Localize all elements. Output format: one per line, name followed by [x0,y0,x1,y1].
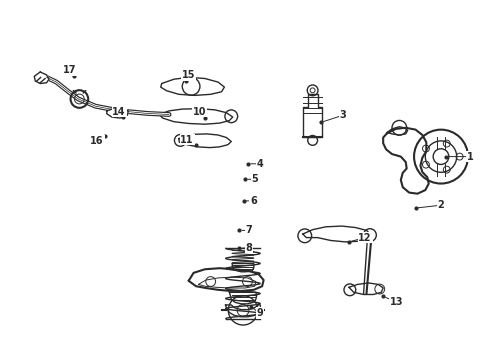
Circle shape [433,149,449,165]
Polygon shape [189,268,264,291]
Text: 1: 1 [467,152,474,162]
Text: 15: 15 [182,70,196,80]
Text: 11: 11 [180,135,194,145]
Text: 13: 13 [390,297,404,307]
Polygon shape [34,72,49,84]
Polygon shape [387,127,408,135]
Text: 6: 6 [250,196,257,206]
Polygon shape [179,134,231,148]
Text: 9: 9 [256,308,263,318]
Text: 7: 7 [245,225,252,235]
Polygon shape [159,109,233,124]
Polygon shape [303,226,371,242]
Polygon shape [303,94,322,137]
Text: 8: 8 [245,243,252,253]
Text: 3: 3 [340,110,346,120]
Polygon shape [225,304,261,317]
Polygon shape [349,283,383,294]
Text: 16: 16 [90,136,104,146]
Polygon shape [107,108,128,118]
Polygon shape [161,77,224,95]
Text: 2: 2 [438,200,444,210]
Polygon shape [383,128,429,194]
Polygon shape [232,264,254,272]
Text: 5: 5 [251,174,258,184]
Polygon shape [229,292,257,304]
Text: 10: 10 [193,107,207,117]
Text: 12: 12 [358,233,372,243]
Text: 14: 14 [112,107,126,117]
Text: 4: 4 [256,159,263,169]
Text: 17: 17 [63,65,77,75]
